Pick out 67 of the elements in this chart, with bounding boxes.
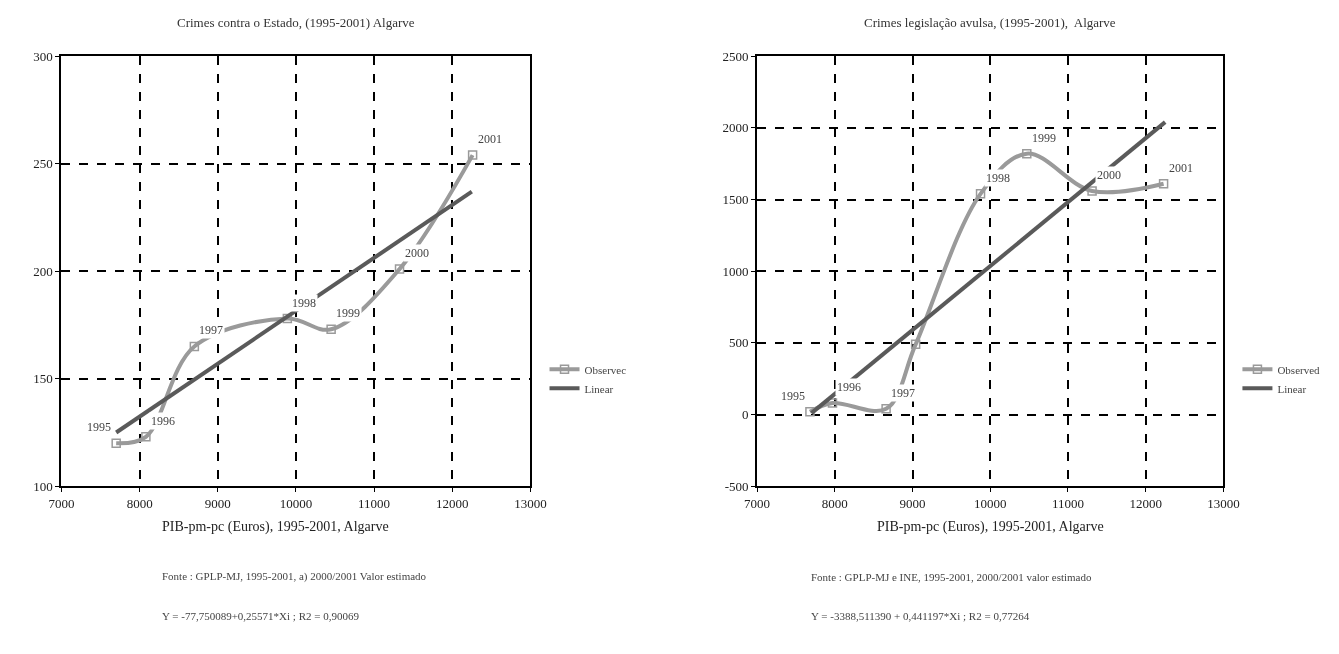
x-tick-label: 8000 bbox=[126, 495, 153, 511]
annotation: 2001 bbox=[1169, 161, 1193, 175]
point bbox=[1087, 186, 1097, 196]
annotation: 2000 bbox=[1097, 168, 1121, 182]
source-note: Fonte : GPLP-MJ e INE, 1995-2001, 2000/2001 valor estimado bbox=[811, 571, 1092, 583]
x-tick-label: 7000 bbox=[744, 495, 771, 511]
annotation: 1997 bbox=[891, 386, 915, 400]
point bbox=[111, 438, 121, 448]
x-tick-label: 11000 bbox=[358, 495, 391, 511]
chart-title: Crimes contra o Estado, (1995-2001) Algarve bbox=[177, 15, 415, 30]
y-tick-label: 250 bbox=[33, 156, 53, 172]
annotation: 1997 bbox=[199, 323, 223, 337]
annotation: 1999 bbox=[336, 306, 360, 320]
x-tick-label: 10000 bbox=[279, 495, 313, 511]
x-tick-label: 12000 bbox=[1129, 495, 1162, 511]
x-tick-label: 9000 bbox=[899, 495, 926, 511]
y-tick-label: 1500 bbox=[722, 192, 749, 208]
x-tick-label: 11000 bbox=[1051, 495, 1085, 511]
x-axis-title: PIB-pm-pc (Euros), 1995-2001, Algarve bbox=[877, 519, 1104, 535]
point bbox=[1022, 148, 1032, 159]
y-tick-label: 500 bbox=[728, 335, 749, 351]
legend-label: Observed bbox=[1277, 363, 1321, 376]
y-tick-label: 300 bbox=[33, 48, 53, 64]
point bbox=[326, 324, 336, 335]
legend-label: Observec bbox=[584, 363, 627, 376]
y-tick-label: 150 bbox=[33, 371, 53, 387]
y-tick-label: 2000 bbox=[722, 120, 749, 136]
annotation: 1999 bbox=[1032, 131, 1056, 145]
annotation: 1996 bbox=[837, 380, 861, 394]
point bbox=[827, 398, 838, 408]
y-tick-label: 100 bbox=[33, 478, 53, 494]
point bbox=[394, 264, 405, 274]
point bbox=[1158, 179, 1169, 189]
point bbox=[881, 404, 891, 414]
point bbox=[282, 313, 293, 324]
annotation: 1998 bbox=[292, 296, 316, 310]
point bbox=[141, 432, 151, 442]
legend-label: Linear bbox=[1277, 382, 1307, 395]
x-axis-title: PIB-pm-pc (Euros), 1995-2001, Algarve bbox=[162, 519, 389, 535]
y-tick-label: -500 bbox=[724, 478, 749, 494]
x-tick-label: 9000 bbox=[204, 495, 231, 511]
x-tick-label: 13000 bbox=[1207, 495, 1240, 511]
x-tick-label: 8000 bbox=[821, 495, 848, 511]
point bbox=[189, 341, 200, 352]
legend-label: Linear bbox=[584, 382, 614, 395]
y-tick-label: 200 bbox=[33, 263, 53, 279]
point bbox=[910, 339, 921, 350]
annotation: 1996 bbox=[151, 414, 175, 428]
annotation: 1995 bbox=[781, 389, 805, 403]
x-tick-label: 13000 bbox=[514, 495, 547, 511]
annotation: 1998 bbox=[986, 171, 1010, 185]
chart-title: Crimes legislação avulsa, (1995-2001), Algarve bbox=[864, 15, 1116, 30]
x-tick-label: 7000 bbox=[48, 495, 75, 511]
annotation: 2000 bbox=[405, 246, 429, 260]
annotation: 1995 bbox=[87, 420, 111, 434]
y-tick-label: 0 bbox=[741, 407, 749, 423]
text: Y = -77,750089+0,25571*Xi ; R2 = 0,90069 bbox=[162, 610, 360, 622]
point bbox=[467, 150, 478, 160]
y-tick-label: 1000 bbox=[722, 263, 749, 279]
annotation: 2001 bbox=[478, 132, 502, 146]
x-tick-label: 12000 bbox=[436, 495, 469, 511]
x-tick-label: 10000 bbox=[974, 495, 1007, 511]
text: Y = -3388,511390 + 0,441197*Xi ; R2 = 0,77264 bbox=[811, 610, 1030, 622]
source-note: Fonte : GPLP-MJ, 1995-2001, a) 2000/2001 Valor estimado bbox=[162, 570, 427, 583]
point bbox=[805, 406, 815, 417]
point bbox=[975, 189, 986, 199]
y-tick-label: 2500 bbox=[722, 48, 749, 64]
